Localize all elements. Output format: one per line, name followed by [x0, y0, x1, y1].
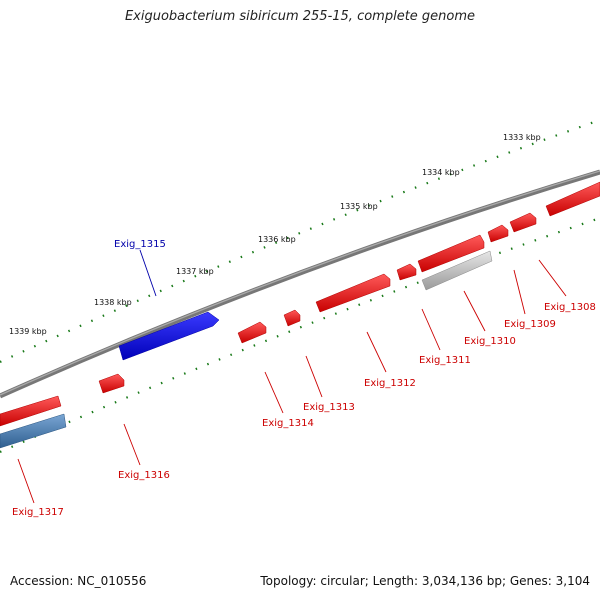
genome-stats-text: Topology: circular; Length: 3,034,136 bp…	[260, 574, 590, 588]
gene-arrow-exig-1308[interactable]	[545, 181, 600, 217]
gene-arrow-exig-1312[interactable]	[315, 273, 391, 313]
gene-arrow-exig-1315[interactable]	[118, 311, 220, 361]
gene-label-exig-1313[interactable]: Exig_1313	[303, 402, 355, 413]
gene-bar-steel[interactable]	[0, 413, 67, 449]
scale-label-1336: 1336 kbp	[258, 235, 296, 244]
gene-label-exig-1315[interactable]: Exig_1315	[114, 239, 166, 250]
gene-arrow-exig-1312-small[interactable]	[396, 263, 417, 281]
scale-label-1335: 1335 kbp	[340, 202, 378, 211]
accession-text: Accession: NC_010556	[10, 574, 147, 588]
leader-exig-1311	[421, 308, 441, 351]
leader-exig-1315	[139, 249, 157, 297]
scale-label-1338: 1338 kbp	[94, 298, 132, 307]
gene-label-exig-1310[interactable]: Exig_1310	[464, 336, 516, 347]
genome-backbone-highlight	[0, 170, 600, 396]
gene-arrow-exig-1309[interactable]	[509, 212, 537, 233]
gene-label-exig-1311[interactable]: Exig_1311	[419, 355, 471, 366]
gene-label-exig-1316[interactable]: Exig_1316	[118, 470, 170, 481]
gene-arrow-exig-1316[interactable]	[98, 373, 125, 394]
scale-label-1333: 1333 kbp	[503, 133, 541, 142]
scale-label-1337: 1337 kbp	[176, 267, 214, 276]
gene-arrow-exig-1310[interactable]	[487, 224, 509, 243]
gene-features	[0, 181, 600, 449]
gene-label-exig-1314[interactable]: Exig_1314	[262, 418, 314, 429]
gene-label-exig-1317[interactable]: Exig_1317	[12, 507, 64, 518]
gene-labels: Exig_1308 Exig_1309 Exig_1310 Exig_1311 …	[12, 239, 596, 518]
scale-labels: 1333 kbp 1334 kbp 1335 kbp 1336 kbp 1337…	[9, 133, 541, 336]
leader-exig-1316	[123, 423, 141, 466]
scale-label-1339: 1339 kbp	[9, 327, 47, 336]
leader-exig-1314	[264, 371, 284, 414]
gene-arrow-exig-1311[interactable]	[417, 234, 485, 273]
leader-exig-1312	[366, 331, 387, 373]
leader-exig-1308	[538, 259, 567, 297]
gene-arrow-exig-1314[interactable]	[237, 321, 267, 344]
gene-label-exig-1308[interactable]: Exig_1308	[544, 302, 596, 313]
pseudo-gene-bar[interactable]	[421, 250, 493, 291]
leader-exig-1313	[305, 355, 323, 398]
gene-label-exig-1312[interactable]: Exig_1312	[364, 378, 416, 389]
scale-label-1334: 1334 kbp	[422, 168, 460, 177]
map-title: Exiguobacterium sibiricum 255-15, comple…	[124, 9, 476, 24]
gene-label-exig-1309[interactable]: Exig_1309	[504, 319, 556, 330]
gene-arrow-exig-1313[interactable]	[283, 309, 301, 327]
leader-exig-1310	[463, 290, 486, 332]
leader-exig-1309	[513, 269, 526, 315]
leader-exig-1317	[17, 458, 35, 504]
inner-tick-track	[0, 216, 600, 454]
label-leader-lines	[17, 249, 567, 504]
gene-arrow-exig-1317[interactable]	[0, 395, 62, 427]
genome-backbone	[0, 169, 600, 399]
